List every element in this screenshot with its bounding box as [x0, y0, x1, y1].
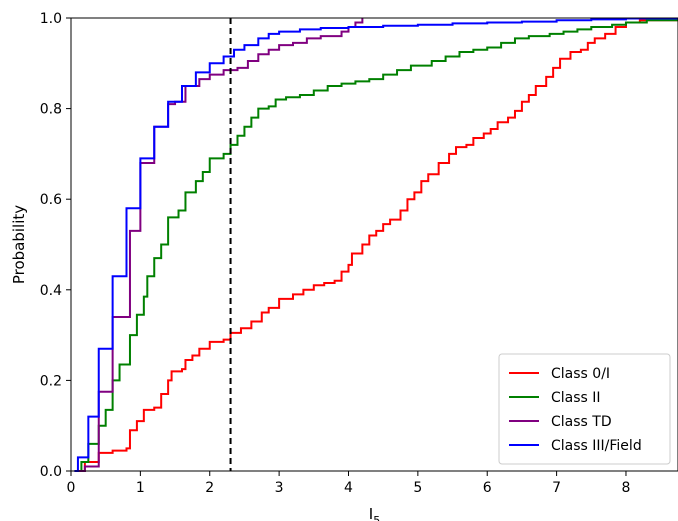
y-tick-label: 0.2: [40, 373, 62, 389]
y-tick-label: 1.0: [40, 11, 62, 27]
plot-lines: [74, 17, 678, 472]
x-tick-label: 8: [622, 480, 631, 496]
y-tick-label: 0.8: [40, 102, 62, 118]
x-tick-label: 4: [344, 480, 353, 496]
y-tick-label: 0.4: [40, 283, 62, 299]
y-tick-label: 0.0: [40, 464, 62, 480]
series-line-2: [74, 18, 364, 472]
x-tick-label: 2: [205, 480, 214, 496]
legend-label: Class II: [551, 390, 601, 406]
legend: Class 0/I Class II Class TD Class III/Field: [498, 353, 671, 465]
y-tick-label: 0.6: [40, 192, 62, 208]
x-tick-label: 0: [67, 480, 76, 496]
legend-box: [498, 353, 671, 465]
legend-label: Class III/Field: [551, 438, 642, 454]
legend-label: Class TD: [551, 414, 612, 430]
series-line-1: [74, 18, 678, 472]
x-axis-ticks: 0 1 2 3 4 5 6 7 8: [67, 471, 631, 496]
x-tick-label: 1: [136, 480, 145, 496]
series-line-3: [74, 17, 678, 472]
y-axis-ticks: 0.0 0.2 0.4 0.6 0.8 1.0: [40, 11, 71, 480]
legend-label: Class 0/I: [551, 366, 610, 382]
y-axis-label: Probability: [10, 205, 28, 284]
x-axis-label: I5: [369, 505, 380, 521]
series-line-0: [74, 18, 678, 472]
x-tick-label: 5: [413, 480, 422, 496]
x-tick-label: 7: [552, 480, 561, 496]
x-tick-label: 6: [483, 480, 492, 496]
plot-frame: [70, 17, 678, 472]
x-tick-label: 3: [275, 480, 284, 496]
